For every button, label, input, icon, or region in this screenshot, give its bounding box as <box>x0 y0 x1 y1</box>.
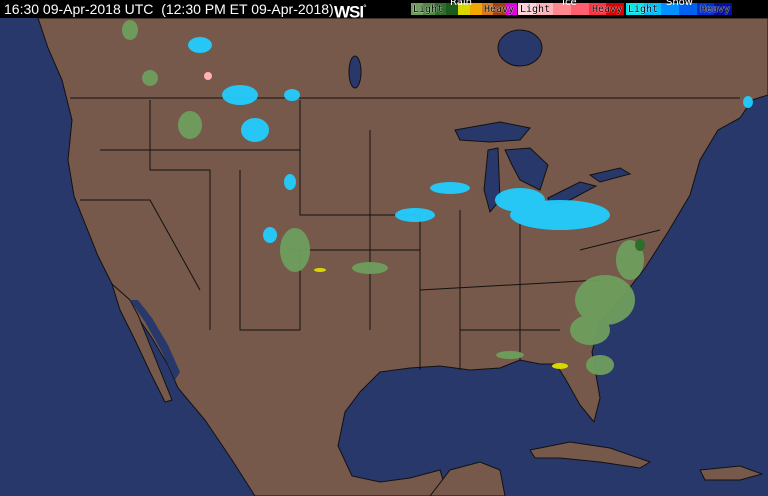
snow-color-swatch <box>643 3 662 15</box>
rain-color-swatch <box>458 3 470 15</box>
timestamp: 16:30 09-Apr-2018 UTC (12:30 PM ET 09-Ap… <box>4 1 334 17</box>
cuba <box>529 441 652 469</box>
snow-color-swatch <box>626 3 644 15</box>
precipitation-snow <box>188 37 753 243</box>
ice-title: Ice <box>562 0 577 8</box>
ice-color-swatch <box>553 3 572 15</box>
rain-light-label: Light <box>413 4 444 15</box>
yucatan <box>429 461 506 496</box>
rain-color-swatch <box>505 3 518 15</box>
snow-title: Snow <box>666 0 693 8</box>
rain-color-swatch <box>493 3 506 15</box>
logo-mark: ° <box>363 3 366 13</box>
rain-color-swatch <box>481 3 494 15</box>
rain-title: Rain <box>450 0 472 8</box>
snow-heavy-label: Heavy <box>700 4 731 15</box>
snow-color-swatch <box>714 3 733 15</box>
ice-color-swatch <box>535 3 554 15</box>
ice-color-swatch <box>571 3 589 15</box>
ice-color-swatch <box>588 3 607 15</box>
snow-color-bar <box>626 3 733 15</box>
rain-color-swatch <box>411 3 423 15</box>
ice-color-bar <box>518 3 625 15</box>
rain-color-swatch <box>469 3 482 15</box>
ice-light-label: Light <box>520 4 551 15</box>
snow-color-swatch <box>661 3 680 15</box>
rain-heavy-label: Heavy <box>484 4 515 15</box>
snow-color-swatch <box>696 3 715 15</box>
rain-color-swatch <box>434 3 447 15</box>
rain-color-swatch <box>446 3 459 15</box>
rain-color-bar <box>411 3 518 15</box>
ice-heavy-label: Heavy <box>592 4 623 15</box>
state-borders <box>70 97 740 370</box>
ice-color-swatch <box>518 3 536 15</box>
snow-color-swatch <box>679 3 697 15</box>
logo-text: WSI <box>334 2 364 22</box>
hispaniola <box>699 465 764 481</box>
snow-light-label: Light <box>628 4 659 15</box>
header-bar: 16:30 09-Apr-2018 UTC (12:30 PM ET 09-Ap… <box>0 0 768 21</box>
ice-color-swatch <box>606 3 625 15</box>
precipitation-rain <box>122 20 644 375</box>
radar-map <box>0 18 768 496</box>
baja-california <box>110 282 173 403</box>
precipitation-heavy <box>204 72 645 369</box>
great-lakes <box>348 29 632 214</box>
rain-color-swatch <box>422 3 435 15</box>
gulf-of-california <box>130 300 180 380</box>
wsi-logo: WSI° <box>334 0 367 22</box>
